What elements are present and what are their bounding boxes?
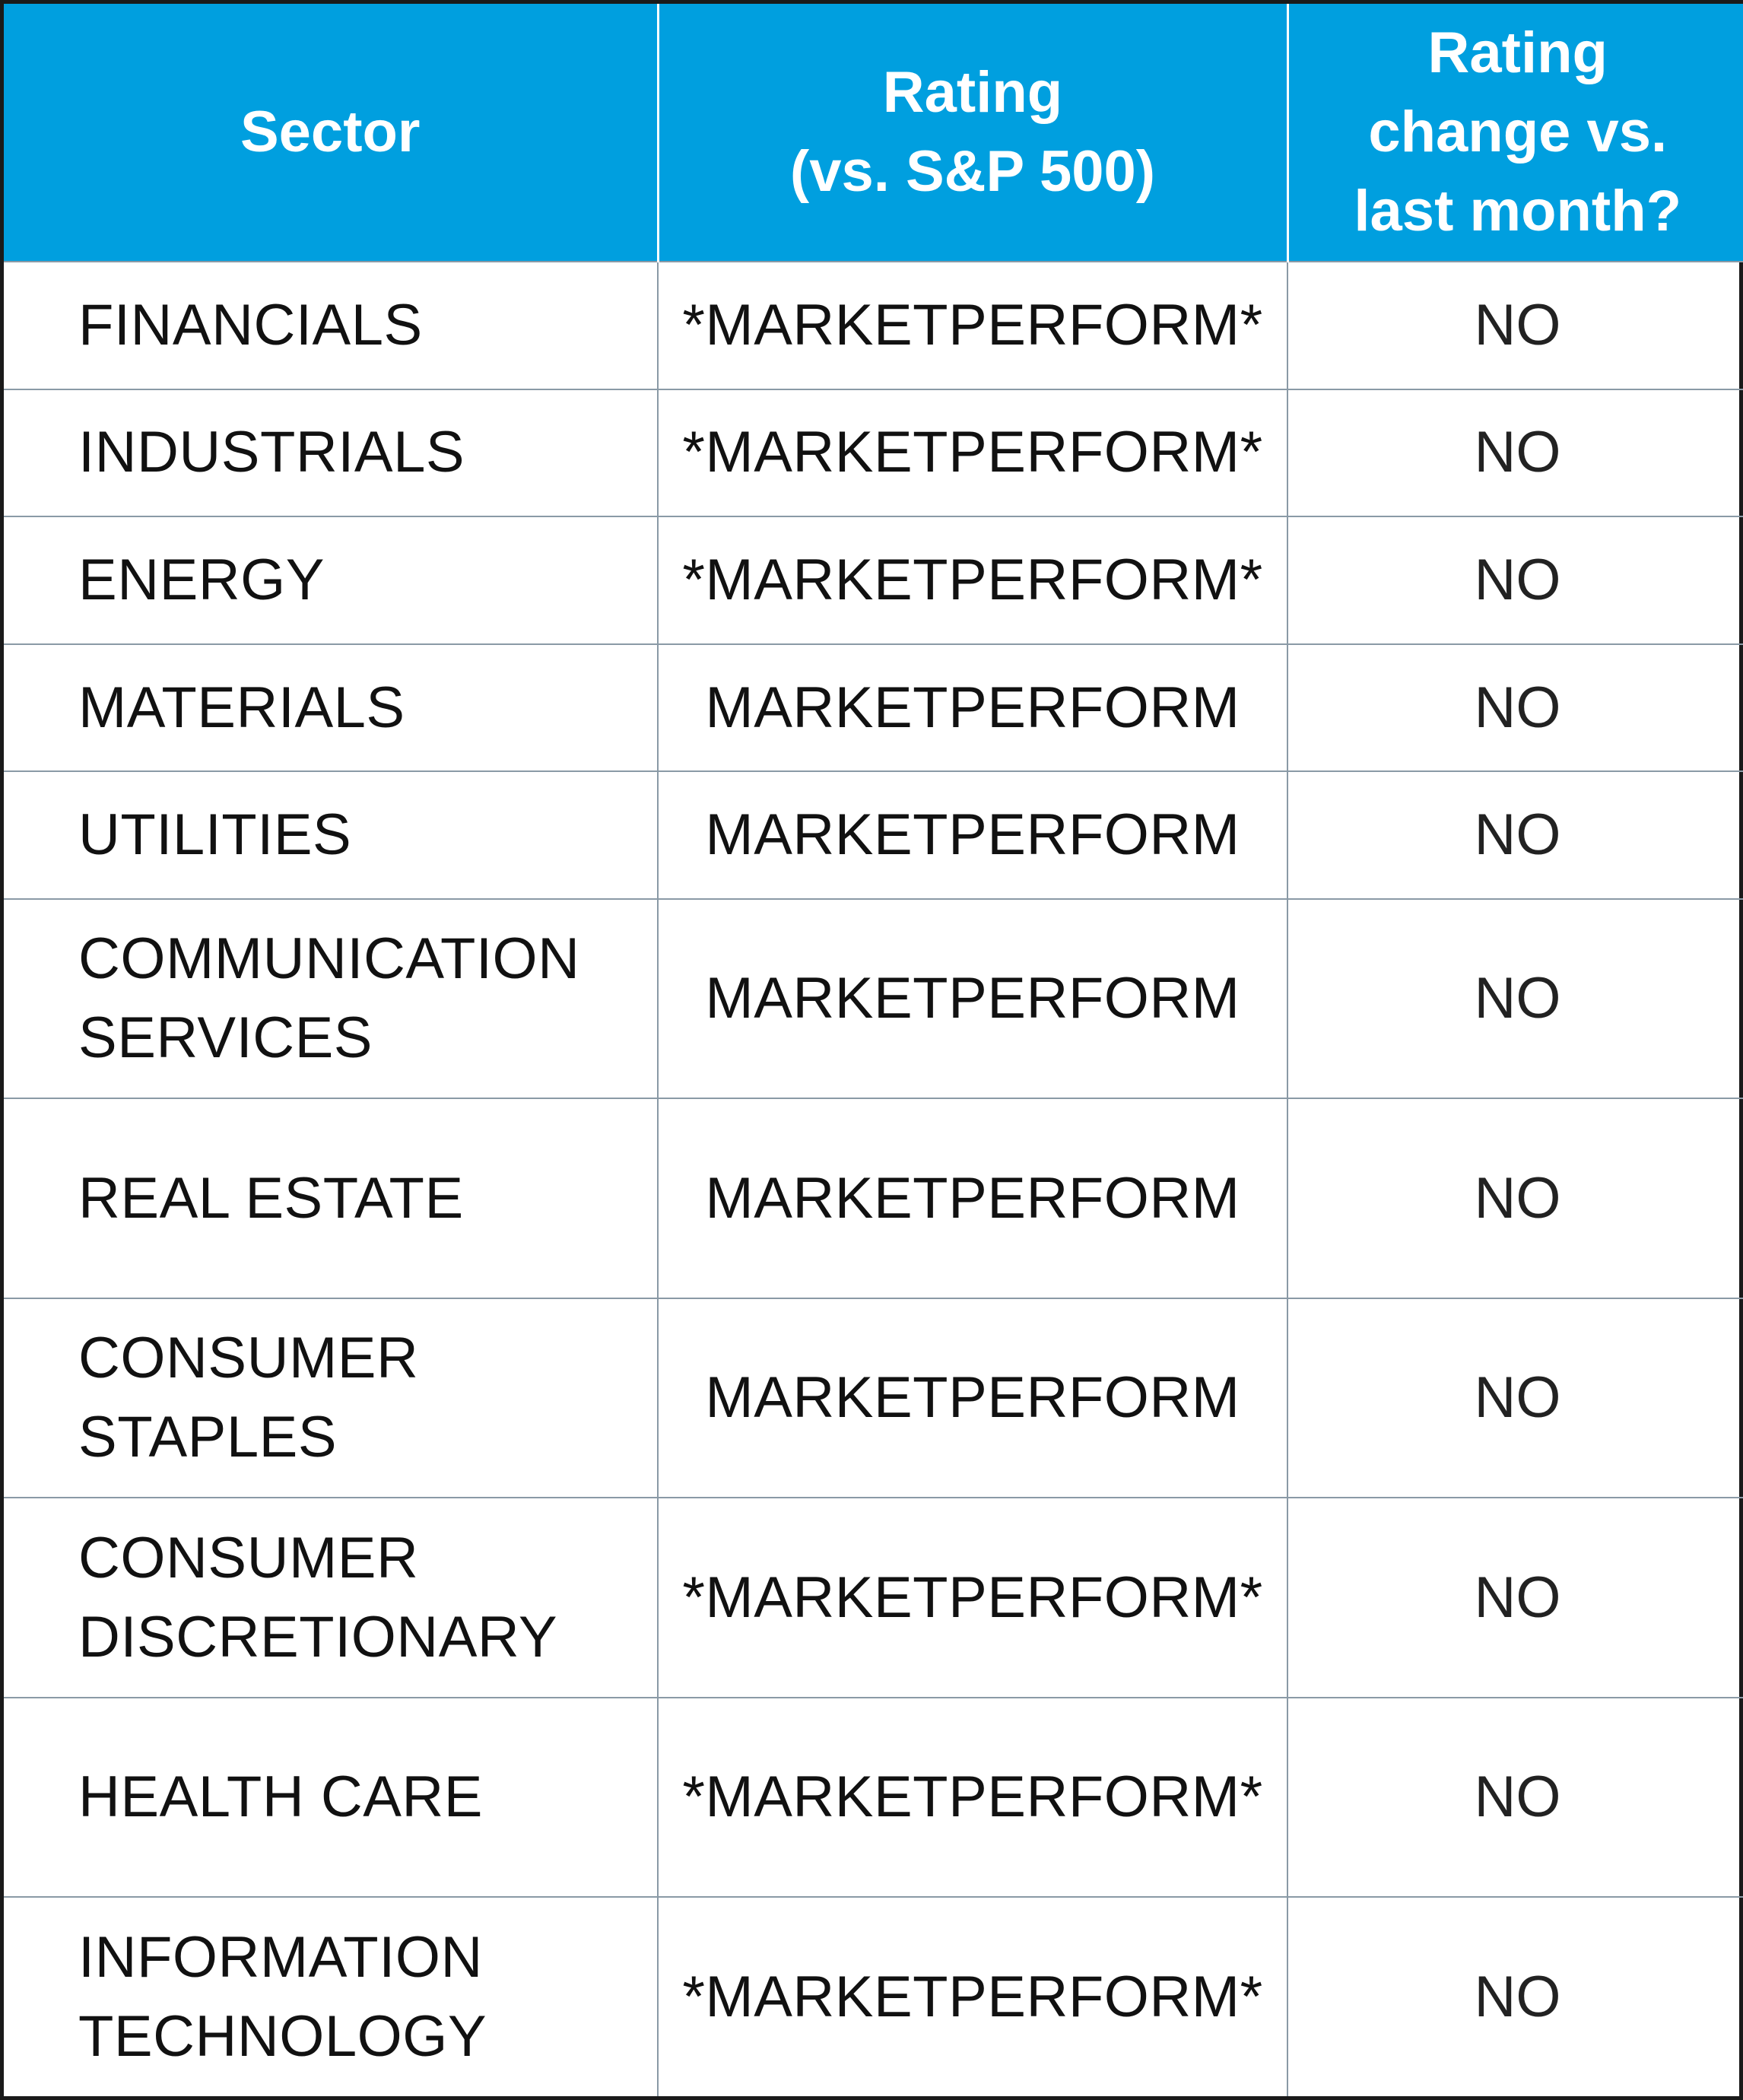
- sector-cell: UTILITIES: [4, 770, 658, 899]
- rating-change-cell: NO: [1287, 516, 1743, 644]
- table-row: UTILITIES MARKETPERFORM NO: [4, 770, 1743, 899]
- table-header: Sector Rating (vs. S&P 500) Rating chang…: [4, 4, 1743, 262]
- sector-name-line2: SERVICES: [78, 1006, 373, 1071]
- sector-cell: COMMUNICATION SERVICES: [4, 898, 658, 1099]
- sector-name-line1: CONSUMER: [78, 1525, 419, 1590]
- rating-change-cell: NO: [1287, 898, 1743, 1099]
- sector-cell: HEALTH CARE: [4, 1696, 658, 1898]
- rating-change-cell: NO: [1287, 770, 1743, 899]
- header-rating-line1: Rating: [882, 60, 1063, 125]
- sector-cell: ENERGY: [4, 516, 658, 644]
- header-row: Sector Rating (vs. S&P 500) Rating chang…: [4, 4, 1743, 262]
- table-row: ENERGY *MARKETPERFORM* NO: [4, 516, 1743, 644]
- rating-change-cell: NO: [1287, 643, 1743, 772]
- rating-change-cell: NO: [1287, 1497, 1743, 1698]
- table-row: MATERIALS MARKETPERFORM NO: [4, 643, 1743, 772]
- sector-name-line1: FINANCIALS: [78, 292, 423, 357]
- table-row: INDUSTRIALS *MARKETPERFORM* NO: [4, 388, 1743, 517]
- sector-name-line1: INFORMATION: [78, 1924, 483, 1990]
- rating-cell: *MARKETPERFORM*: [657, 516, 1287, 644]
- table-row: HEALTH CARE *MARKETPERFORM* NO: [4, 1696, 1743, 1898]
- rating-cell: MARKETPERFORM: [657, 1098, 1287, 1298]
- rating-cell: MARKETPERFORM: [657, 770, 1287, 899]
- rating-cell: MARKETPERFORM: [657, 643, 1287, 772]
- rating-change-cell: NO: [1287, 1098, 1743, 1298]
- rating-cell: *MARKETPERFORM*: [657, 1497, 1287, 1698]
- sector-cell: CONSUMER STAPLES: [4, 1297, 658, 1498]
- sector-cell: CONSUMER DISCRETIONARY: [4, 1497, 658, 1698]
- rating-change-cell: NO: [1287, 1696, 1743, 1898]
- sector-name-line1: HEALTH CARE: [78, 1765, 483, 1830]
- table-row: COMMUNICATION SERVICES MARKETPERFORM NO: [4, 898, 1743, 1099]
- rating-change-cell: NO: [1287, 388, 1743, 517]
- sector-name-line1: COMMUNICATION: [78, 926, 580, 992]
- sector-cell: INDUSTRIALS: [4, 388, 658, 517]
- header-change-line3: last month?: [1354, 179, 1682, 243]
- rating-change-cell: NO: [1287, 1896, 1743, 2096]
- sector-ratings-table: Sector Rating (vs. S&P 500) Rating chang…: [4, 4, 1743, 2096]
- table-row: REAL ESTATE MARKETPERFORM NO: [4, 1098, 1743, 1298]
- sector-cell: FINANCIALS: [4, 261, 658, 389]
- rating-cell: *MARKETPERFORM*: [657, 261, 1287, 389]
- rating-cell: *MARKETPERFORM*: [657, 1896, 1287, 2096]
- sector-cell: REAL ESTATE: [4, 1098, 658, 1298]
- header-rating-change: Rating change vs. last month?: [1286, 4, 1743, 262]
- sector-cell: MATERIALS: [4, 643, 658, 772]
- rating-change-cell: NO: [1287, 1297, 1743, 1498]
- header-rating: Rating (vs. S&P 500): [656, 4, 1287, 262]
- table-body: FINANCIALS *MARKETPERFORM* NO INDUSTRIAL…: [4, 261, 1743, 2096]
- sector-name-line1: UTILITIES: [78, 802, 352, 868]
- sector-name-line2: STAPLES: [78, 1405, 338, 1470]
- sector-name-line2: TECHNOLOGY: [78, 2003, 487, 2069]
- sector-name-line1: INDUSTRIALS: [78, 420, 465, 485]
- sector-name-line1: MATERIALS: [78, 675, 405, 740]
- header-rating-line2: (vs. S&P 500): [789, 139, 1156, 204]
- rating-cell: MARKETPERFORM: [657, 898, 1287, 1099]
- rating-cell: MARKETPERFORM: [657, 1297, 1287, 1498]
- table-row: CONSUMER STAPLES MARKETPERFORM NO: [4, 1297, 1743, 1498]
- table-row: INFORMATION TECHNOLOGY *MARKETPERFORM* N…: [4, 1896, 1743, 2096]
- rating-cell: *MARKETPERFORM*: [657, 1696, 1287, 1898]
- header-change-line2: change vs.: [1368, 100, 1668, 164]
- sector-name-line1: CONSUMER: [78, 1326, 419, 1391]
- header-sector: Sector: [4, 4, 658, 262]
- table-row: FINANCIALS *MARKETPERFORM* NO: [4, 261, 1743, 389]
- sector-name-line2: DISCRETIONARY: [78, 1604, 558, 1670]
- sector-name-line1: ENERGY: [78, 547, 325, 612]
- header-sector-label: Sector: [240, 100, 421, 164]
- sector-name-line1: REAL ESTATE: [78, 1165, 464, 1231]
- table-row: CONSUMER DISCRETIONARY *MARKETPERFORM* N…: [4, 1497, 1743, 1698]
- sector-cell: INFORMATION TECHNOLOGY: [4, 1896, 658, 2096]
- rating-cell: *MARKETPERFORM*: [657, 388, 1287, 517]
- rating-change-cell: NO: [1287, 261, 1743, 389]
- header-change-line1: Rating: [1427, 21, 1608, 85]
